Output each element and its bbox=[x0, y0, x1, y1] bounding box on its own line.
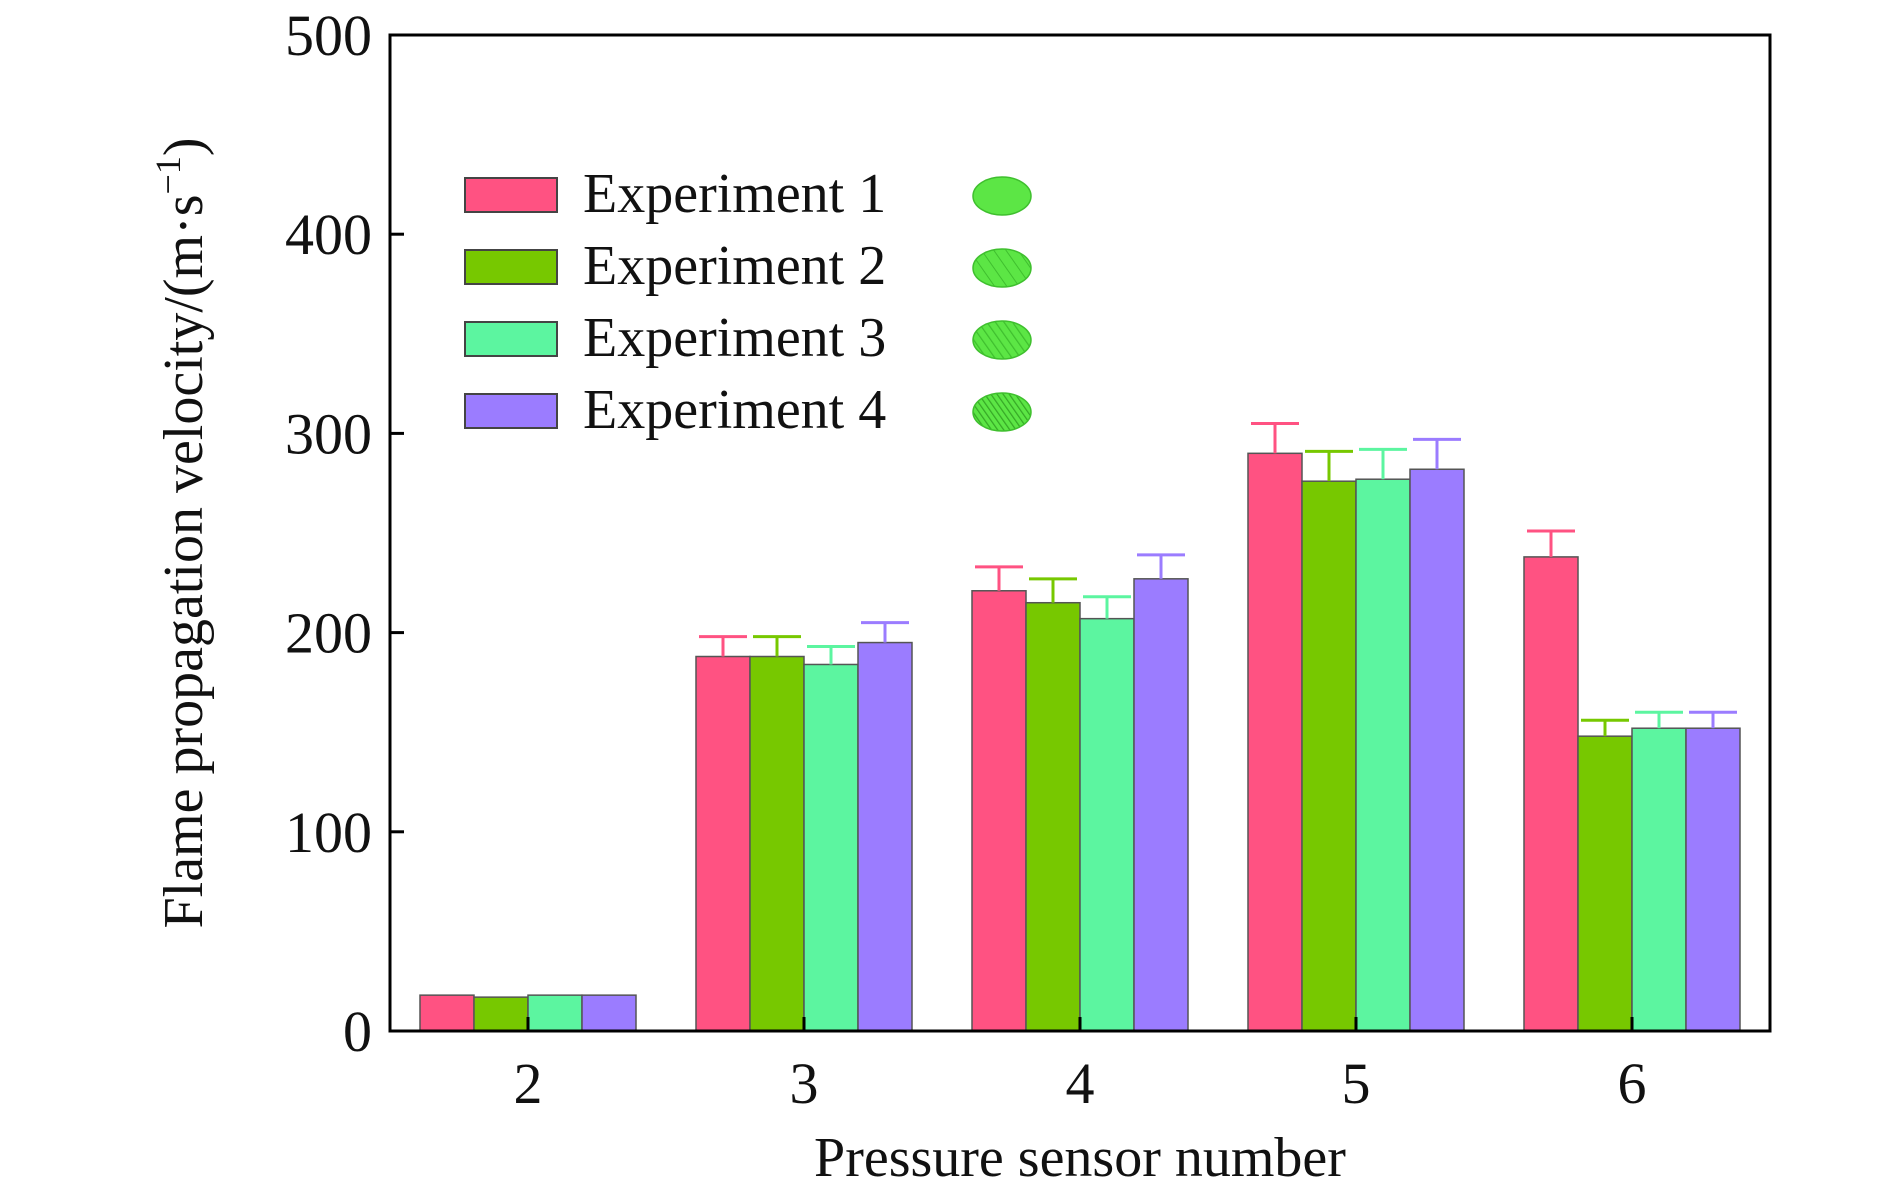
axes-group: 0 100 200 300 400 500 2 3 4 5 6 bbox=[285, 3, 1772, 1116]
bar-experiment-4-sensor-5 bbox=[1409, 468, 1465, 1032]
error-bar-experiment-1-sensor-3 bbox=[699, 635, 747, 657]
legend-pattern-marker bbox=[972, 176, 1032, 216]
error-bar-experiment-4-sensor-4 bbox=[1137, 553, 1185, 579]
legend-item-experiment-1: Experiment 1 bbox=[464, 163, 1032, 225]
bar-experiment-1-sensor-4 bbox=[971, 590, 1027, 1032]
bar-experiment-3-sensor-2 bbox=[527, 994, 583, 1032]
error-bar-experiment-4-sensor-5 bbox=[1413, 437, 1461, 470]
bar-experiment-3-sensor-5 bbox=[1355, 478, 1411, 1032]
bar-experiment-4-sensor-4 bbox=[1133, 578, 1189, 1032]
error-bar-experiment-2-sensor-4 bbox=[1029, 577, 1077, 603]
y-axis-title-superscript: −1 bbox=[148, 156, 188, 194]
legend-swatch bbox=[464, 177, 558, 213]
error-bar-experiment-3-sensor-4 bbox=[1083, 595, 1131, 619]
legend-pattern-marker bbox=[972, 248, 1032, 288]
bar-experiment-3-sensor-6 bbox=[1631, 727, 1687, 1032]
legend-pattern-marker bbox=[972, 392, 1032, 432]
y-axis-title: Flame propagation velocity/(m·s−1) bbox=[148, 137, 215, 928]
x-axis-title: Pressure sensor number bbox=[814, 1127, 1346, 1189]
error-bar-experiment-2-sensor-6 bbox=[1581, 718, 1629, 737]
legend-item-experiment-3: Experiment 3 bbox=[464, 307, 1032, 369]
x-tick-label-2: 2 bbox=[514, 1051, 543, 1116]
bar-experiment-2-sensor-3 bbox=[749, 655, 805, 1032]
error-bar-experiment-1-sensor-5 bbox=[1251, 421, 1299, 454]
y-axis-title-suffix: ) bbox=[153, 137, 215, 156]
x-tick-label-6: 6 bbox=[1618, 1051, 1647, 1116]
bar-experiment-3-sensor-4 bbox=[1079, 617, 1135, 1032]
bar-experiment-2-sensor-2 bbox=[473, 996, 529, 1032]
bar-experiment-3-sensor-3 bbox=[803, 663, 859, 1032]
legend-pattern-marker bbox=[972, 320, 1032, 360]
x-tick-label-4: 4 bbox=[1066, 1051, 1095, 1116]
x-tick-label-5: 5 bbox=[1342, 1051, 1371, 1116]
error-bar-experiment-1-sensor-6 bbox=[1527, 529, 1575, 557]
bar-experiment-4-sensor-6 bbox=[1685, 727, 1741, 1032]
legend-item-experiment-4: Experiment 4 bbox=[464, 379, 1032, 441]
legend-label: Experiment 4 bbox=[583, 379, 886, 441]
legend-swatch bbox=[464, 249, 558, 285]
error-bar-experiment-2-sensor-5 bbox=[1305, 449, 1353, 482]
x-tick-label-3: 3 bbox=[790, 1051, 819, 1116]
error-bar-experiment-3-sensor-5 bbox=[1359, 447, 1407, 480]
error-bar-experiment-4-sensor-6 bbox=[1689, 710, 1737, 729]
error-bar-experiment-1-sensor-4 bbox=[975, 565, 1023, 591]
error-bar-experiment-4-sensor-3 bbox=[861, 621, 909, 643]
y-tick-label-400: 400 bbox=[285, 202, 372, 267]
y-tick-label-0: 0 bbox=[343, 999, 372, 1064]
bar-experiment-1-sensor-3 bbox=[695, 655, 751, 1032]
bar-experiment-1-sensor-2 bbox=[419, 994, 475, 1032]
legend-label: Experiment 1 bbox=[583, 163, 886, 225]
error-bar-experiment-2-sensor-3 bbox=[753, 635, 801, 657]
y-tick-label-300: 300 bbox=[285, 401, 372, 466]
bar-experiment-2-sensor-4 bbox=[1025, 601, 1081, 1032]
error-bars-group bbox=[699, 421, 1737, 737]
legend-swatch bbox=[464, 321, 558, 357]
legend-swatch bbox=[464, 393, 558, 429]
bar-experiment-2-sensor-6 bbox=[1577, 735, 1633, 1032]
bar-experiment-4-sensor-3 bbox=[857, 641, 913, 1032]
y-tick-label-100: 100 bbox=[285, 800, 372, 865]
bar-experiment-1-sensor-6 bbox=[1523, 556, 1579, 1032]
y-tick-label-200: 200 bbox=[285, 601, 372, 666]
error-bar-experiment-3-sensor-3 bbox=[807, 645, 855, 665]
bar-experiment-2-sensor-5 bbox=[1301, 480, 1357, 1032]
legend: Experiment 1 Experiment 2 Experiment 3 Expe… bbox=[464, 163, 1032, 441]
legend-item-experiment-2: Experiment 2 bbox=[464, 235, 1032, 297]
legend-label: Experiment 3 bbox=[583, 307, 886, 369]
legend-label: Experiment 2 bbox=[583, 235, 886, 297]
error-bar-experiment-3-sensor-6 bbox=[1635, 710, 1683, 729]
y-axis-title-main: Flame propagation velocity/(m·s bbox=[153, 194, 215, 928]
bars-group bbox=[419, 452, 1741, 1032]
y-tick-label-500: 500 bbox=[285, 3, 372, 68]
bar-experiment-4-sensor-2 bbox=[581, 994, 637, 1032]
bar-experiment-1-sensor-5 bbox=[1247, 452, 1303, 1032]
